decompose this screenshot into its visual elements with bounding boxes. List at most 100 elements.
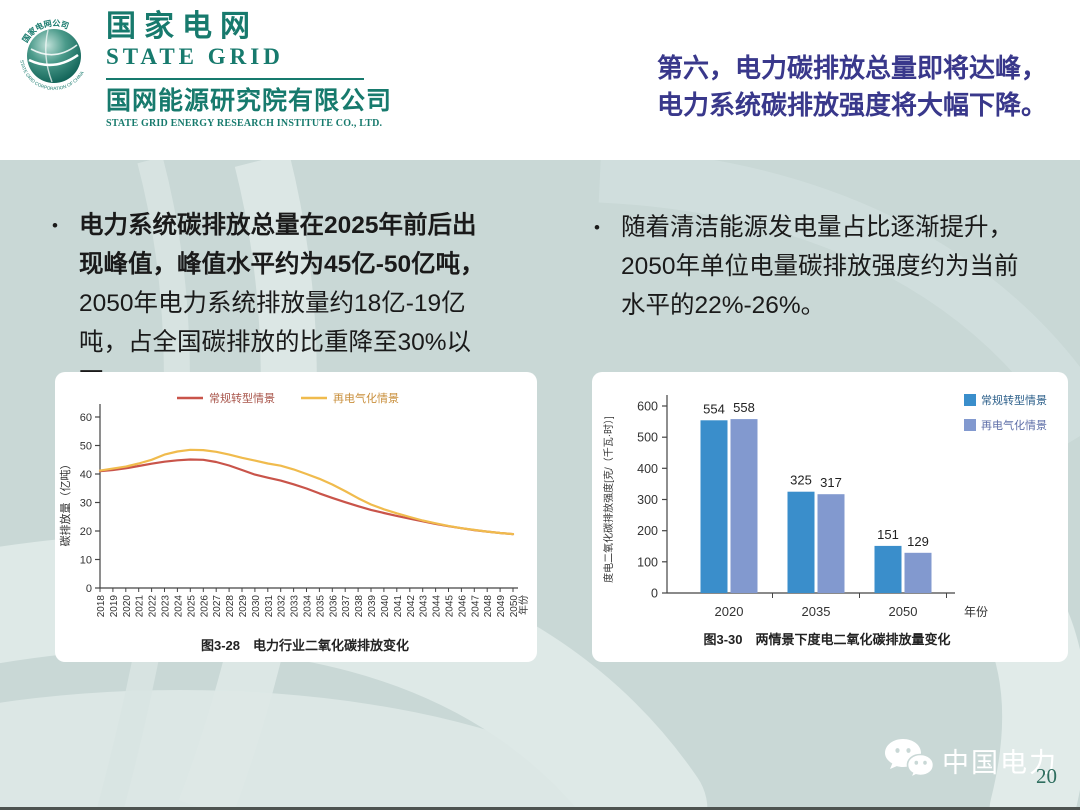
watermark: 中国电力 [884, 738, 1058, 780]
bullet-marker: • [52, 216, 58, 235]
x-tick-label: 2049 [496, 595, 507, 618]
wechat-icon [885, 739, 934, 780]
bar-value-label: 554 [703, 401, 725, 416]
chart-caption: 图3-30 两情景下度电二氧化碳排放量变化 [703, 632, 950, 647]
legend-label: 再电气化情景 [981, 418, 1047, 432]
bar-value-label: 317 [820, 475, 842, 490]
watermark-text: 中国电力 [942, 747, 1058, 778]
y-tick-label: 50 [80, 441, 92, 453]
x-tick-label: 2048 [483, 595, 494, 618]
logo-name-cn: 国家电网 [106, 10, 258, 43]
y-tick-label: 500 [637, 431, 658, 445]
bar-value-label: 558 [733, 400, 755, 415]
bullet-left-bold-segment: 电力系统碳排放总量在2025年前后出现峰值，峰值水平约为45亿-50亿吨， [78, 212, 485, 278]
slide-title-line1: 第六，电力碳排放总量即将达峰， [657, 53, 1048, 83]
bullet-right: • 随着清洁能源发电量占比逐渐提升，2050年单位电量碳排放强度约为当前水平的2… [594, 208, 1060, 325]
x-tick-label: 2027 [212, 595, 223, 618]
x-tick-label: 2045 [445, 595, 456, 618]
x-tick-label: 2023 [161, 595, 172, 618]
x-tick-label: 2036 [328, 595, 339, 618]
bullet-left: • 电力系统碳排放总量在2025年前后出现峰值，峰值水平约为45亿-50亿吨， 2… [52, 206, 532, 401]
bullet-marker: • [594, 218, 600, 237]
series-line [98, 458, 515, 536]
y-tick-label: 30 [80, 498, 92, 510]
bullet-right-text: 随着清洁能源发电量占比逐渐提升，2050年单位电量碳排放强度约为当前水平的22%… [620, 214, 1019, 319]
x-tick-label: 2044 [432, 595, 443, 618]
slide-title-line2: 电力系统碳排放强度将大幅下降。 [657, 90, 1048, 120]
y-tick-label: 600 [637, 400, 658, 414]
x-tick-label: 2050 [889, 604, 918, 619]
page-number: 20 [1036, 764, 1057, 788]
x-tick-label: 2046 [457, 595, 468, 618]
bar [874, 545, 902, 593]
y-tick-label: 0 [651, 587, 658, 601]
bullet-left-text: 电力系统碳排放总量在2025年前后出现峰值，峰值水平约为45亿-50亿吨， 205… [79, 206, 487, 401]
bar [817, 494, 845, 593]
logo-subsidiary-cn: 国网能源研究院有限公司 [106, 87, 393, 115]
bar-chart-panel: 常规转型情景 再电气化情景 0 100 200 300 400 500 600 554 558 202… [592, 372, 1068, 662]
x-tick-label: 2041 [393, 595, 404, 618]
x-tick-label: 2030 [251, 595, 262, 618]
x-tick-label: 2042 [406, 595, 417, 618]
x-tick-label: 2020 [122, 595, 133, 618]
bottom-edge-line [0, 807, 1080, 810]
legend-swatch [964, 394, 976, 406]
bar-value-label: 325 [790, 473, 812, 488]
y-tick-label: 300 [637, 493, 658, 507]
y-tick-label: 10 [80, 555, 92, 567]
x-tick-label: 2040 [380, 595, 391, 618]
y-axis-label: 碳排放量（亿吨） [58, 459, 72, 547]
bullet-left-regular-segment: 2050年电力系统排放量约18亿-19亿吨，占全国碳排放的比重降至30%以下。 [78, 290, 471, 395]
state-grid-globe-icon: 国家电网公司 STATE GRID CORPORATION OF CHINA [19, 19, 85, 91]
logo-name-en: STATE GRID [106, 44, 284, 69]
x-tick-label: 2037 [341, 595, 352, 618]
bar [787, 491, 815, 593]
legend-label: 再电气化情景 [333, 391, 399, 405]
y-tick-label: 400 [637, 462, 658, 476]
slide-title: 第六，电力碳排放总量即将达峰， 电力系统碳排放强度将大幅下降。 [657, 50, 1067, 124]
x-tick-label: 2029 [238, 595, 249, 618]
state-grid-logo: 国家电网公司 STATE GRID CORPORATION OF CHINA 国… [12, 10, 392, 129]
legend-label: 常规转型情景 [209, 391, 275, 405]
x-axis-label: 年份 [964, 605, 988, 619]
y-axis-label: 度电二氧化碳排放强度[克/（千瓦·时）] [602, 416, 615, 583]
y-tick-label: 200 [637, 524, 658, 538]
x-tick-label: 2020 [715, 604, 744, 619]
x-tick-label: 2043 [419, 595, 430, 618]
x-tick-label: 2033 [290, 595, 301, 618]
bar-value-label: 151 [877, 527, 899, 542]
chart-caption: 图3-28 电力行业二氧化碳排放变化 [201, 638, 409, 653]
y-tick-label: 20 [80, 526, 92, 538]
y-tick-label: 100 [637, 555, 658, 569]
series-line [98, 448, 515, 536]
x-tick-label: 2031 [264, 595, 275, 618]
x-tick-label: 2024 [173, 595, 184, 618]
bar [730, 419, 758, 593]
bar [700, 420, 728, 593]
x-tick-label: 2047 [470, 595, 481, 618]
x-tick-label: 2022 [148, 595, 159, 618]
header: 国家电网公司 STATE GRID CORPORATION OF CHINA 国… [0, 0, 1080, 160]
legend-label: 常规转型情景 [981, 393, 1047, 407]
x-tick-label: 2018 [96, 595, 107, 618]
x-tick-label: 2035 [802, 604, 831, 619]
x-tick-label: 2050 [509, 595, 520, 618]
logo-text-block: 国家电网 STATE GRID 国网能源研究院有限公司 STATE GRID E… [106, 10, 392, 129]
x-tick-label: 2021 [135, 595, 146, 618]
x-tick-label: 2035 [315, 595, 326, 618]
y-tick-label: 0 [86, 583, 92, 595]
x-tick-label: 2028 [225, 595, 236, 618]
x-tick-label: 2038 [354, 595, 365, 618]
logo-divider [106, 78, 364, 80]
y-tick-label: 60 [80, 412, 92, 424]
bar [904, 552, 932, 593]
x-tick-label: 2019 [109, 595, 120, 618]
x-axis-label: 年份 [517, 595, 530, 615]
bar-value-label: 129 [907, 534, 929, 549]
logo-subsidiary-en: STATE GRID ENERGY RESEARCH INSTITUTE CO.… [106, 118, 383, 129]
x-tick-label: 2039 [367, 595, 378, 618]
x-tick-label: 2025 [186, 595, 197, 618]
